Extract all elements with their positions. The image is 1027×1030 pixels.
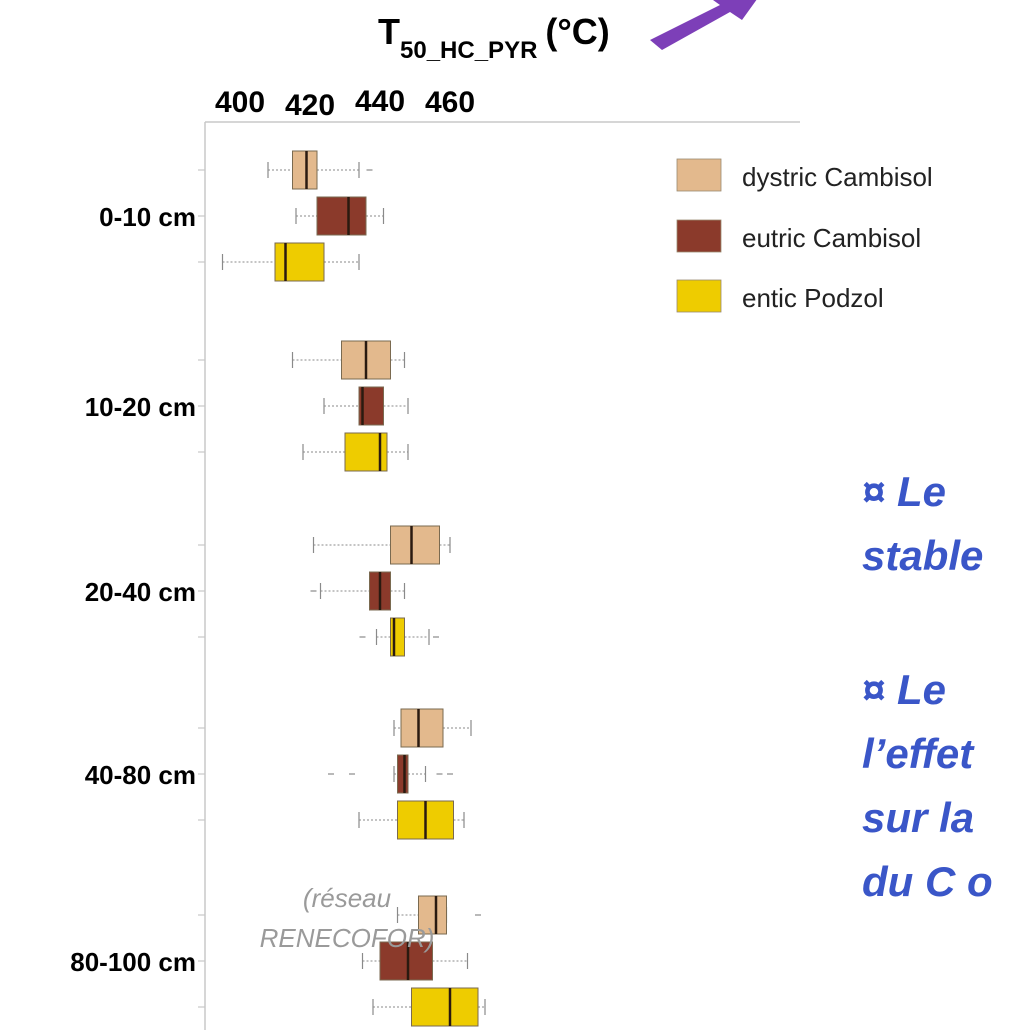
- box-iqr: [390, 617, 405, 657]
- side-text-line-3: ¤ Le: [862, 666, 947, 713]
- network-note-line-1: (réseau: [302, 883, 392, 913]
- box-iqr: [400, 708, 444, 748]
- side-text: ¤ Le stable ¤ Le l’effet sur la du C o: [862, 460, 993, 914]
- box-0-2: [312, 525, 451, 565]
- box-iqr: [316, 196, 367, 236]
- box-1-4: [361, 941, 469, 981]
- legend-label: entic Podzol: [742, 283, 884, 313]
- box-1-3: [328, 754, 453, 794]
- box-0-1: [291, 340, 406, 380]
- axis-title-main: T: [378, 11, 400, 52]
- category-label: 20-40 cm: [85, 577, 196, 607]
- box-iqr: [274, 242, 325, 282]
- network-note: (réseau RENECOFOR): [222, 878, 472, 958]
- box-2-1: [302, 432, 409, 472]
- x-tick-label: 440: [355, 85, 405, 118]
- box-iqr: [411, 987, 479, 1027]
- x-tick-label: 400: [215, 86, 265, 119]
- legend-label: eutric Cambisol: [742, 223, 921, 253]
- box-0-0: [267, 150, 373, 190]
- category-label: 10-20 cm: [85, 392, 196, 422]
- side-text-line-5: sur la: [862, 794, 975, 841]
- box-0-3: [393, 708, 472, 748]
- box-2-3: [358, 800, 465, 840]
- box-iqr: [292, 150, 318, 190]
- category-label: 0-10 cm: [99, 202, 196, 232]
- box-iqr: [379, 941, 433, 981]
- box-iqr: [390, 525, 440, 565]
- box-2-2: [359, 617, 439, 657]
- side-text-line-2: stable: [862, 532, 984, 579]
- axis-title: T50_HC_PYR (°C): [378, 11, 610, 64]
- category-label: 40-80 cm: [85, 760, 196, 790]
- category-label: 80-100 cm: [70, 947, 196, 977]
- box-2-4: [372, 987, 486, 1027]
- legend-label: dystric Cambisol: [742, 162, 933, 192]
- box-1-0: [295, 196, 385, 236]
- side-text-line-4: l’effet: [862, 730, 974, 777]
- axis-title-unit: (°C): [545, 11, 609, 52]
- x-tick-label: 460: [425, 86, 475, 119]
- legend-swatch: [676, 219, 722, 253]
- box-1-2: [310, 571, 406, 611]
- box-iqr: [397, 754, 409, 794]
- legend-swatch: [676, 279, 722, 313]
- box-1-1: [323, 386, 409, 426]
- network-note-line-2: RENECOFOR): [259, 923, 435, 953]
- legend-swatch: [676, 158, 722, 192]
- axis-title-subscript: 50_HC_PYR: [400, 37, 537, 64]
- pointer-arrow-icon: [650, 0, 757, 50]
- box-0-4: [396, 895, 481, 935]
- side-text-line-6: du C o: [862, 858, 993, 905]
- x-tick-label: 420: [285, 89, 335, 122]
- box-iqr: [418, 895, 447, 935]
- box-2-0: [221, 242, 360, 282]
- side-text-line-1: ¤ Le: [862, 468, 947, 515]
